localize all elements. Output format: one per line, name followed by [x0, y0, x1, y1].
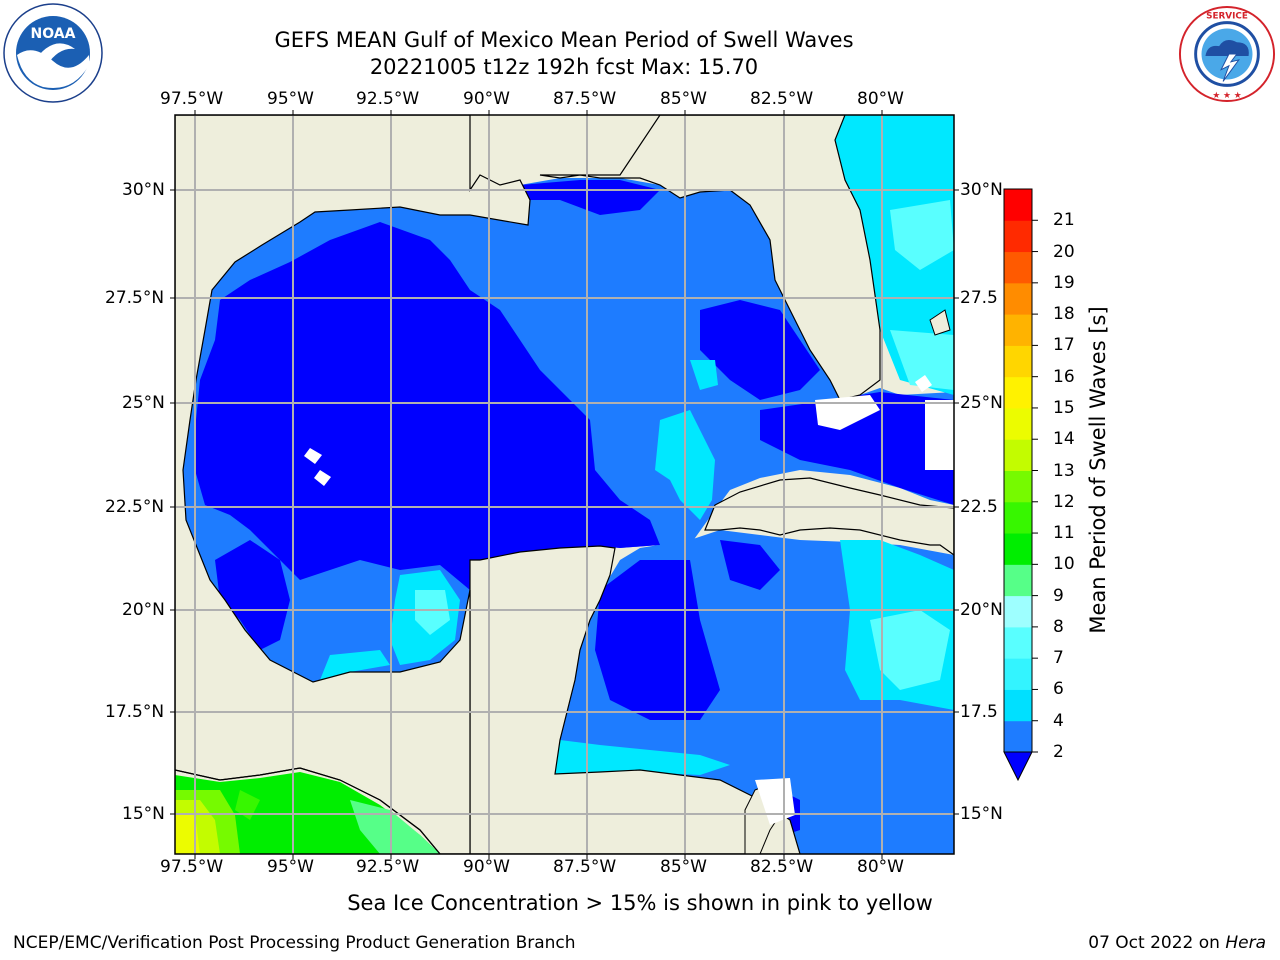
- colorbar-label: 8: [1053, 616, 1064, 637]
- lat-tick-left: 17.5°N: [105, 702, 165, 722]
- lon-tick-bottom: 97.5°W: [160, 857, 224, 877]
- colorbar-label: 14: [1053, 429, 1075, 450]
- lon-tick-bottom: 82.5°W: [750, 857, 814, 877]
- nws-logo-icon: SERVICE ★ ★ ★: [1178, 5, 1276, 103]
- land-florida: [539, 115, 881, 401]
- map-subtitle: 20221005 t12z 192h fcst Max: 15.70: [369, 55, 759, 79]
- colorbar-band: [1004, 470, 1032, 503]
- lon-tick-top: 80°W: [857, 89, 904, 109]
- svg-text:SERVICE: SERVICE: [1206, 12, 1248, 22]
- noaa-logo-icon: NOAA: [3, 3, 103, 103]
- lon-tick-top: 97.5°W: [160, 89, 224, 109]
- footer-date: 07 Oct 2022 on Hera: [1088, 933, 1266, 953]
- lon-tick-bottom: 85°W: [660, 857, 707, 877]
- lat-tick-right: 22.5: [960, 497, 998, 517]
- colorbar-band: [1004, 220, 1032, 253]
- colorbar-band: [1004, 345, 1032, 378]
- colorbar-label: 4: [1053, 710, 1064, 731]
- lon-tick-top: 85°W: [660, 89, 707, 109]
- lon-tick-bottom: 80°W: [857, 857, 904, 877]
- colorbar-label: 9: [1053, 585, 1064, 606]
- land-yucatan: [469, 545, 801, 854]
- colorbar-label: 2: [1053, 742, 1064, 762]
- colorbar-label: 19: [1053, 272, 1075, 293]
- colorbar-band: [1004, 689, 1032, 722]
- footer-credit: NCEP/EMC/Verification Post Processing Pr…: [13, 933, 576, 953]
- colorbar-label: 21: [1053, 210, 1075, 231]
- colorbar-extend-triangle: [1003, 751, 1033, 782]
- colorbar-label: 17: [1053, 335, 1075, 356]
- colorbar-label: 12: [1053, 491, 1075, 512]
- map-frame: [174, 114, 955, 855]
- land-mexico: [175, 115, 531, 854]
- noaa-logo-text: NOAA: [31, 26, 76, 42]
- colorbar-band: [1004, 282, 1032, 315]
- colorbar-band: [1004, 720, 1032, 753]
- colorbar-label: 6: [1053, 679, 1064, 700]
- colorbar-band: [1004, 376, 1032, 409]
- sea-ice-note: Sea Ice Concentration > 15% is shown in …: [347, 891, 933, 915]
- colorbar-title: Mean Period of Swell Waves [s]: [1086, 306, 1110, 634]
- colorbar-label: 16: [1053, 366, 1075, 387]
- colorbar-label: 10: [1053, 554, 1075, 575]
- lat-tick-left: 30°N: [122, 180, 165, 200]
- lon-tick-bottom: 95°W: [267, 857, 314, 877]
- lat-tick-left: 25°N: [122, 393, 165, 413]
- lon-tick-top: 92.5°W: [356, 89, 420, 109]
- lon-tick-top: 87.5°W: [553, 89, 617, 109]
- colorbar-band: [1004, 407, 1032, 440]
- colorbar-band: [1004, 595, 1032, 628]
- ocean-atlantic: [835, 115, 954, 395]
- lat-tick-left: 22.5°N: [105, 497, 165, 517]
- lat-tick-right: 17.5: [960, 702, 998, 722]
- lat-tick-left: 15°N: [122, 804, 165, 824]
- footer-date-text: 07 Oct 2022 on: [1088, 933, 1226, 953]
- lon-tick-top: 82.5°W: [750, 89, 814, 109]
- colorbar-band: [1004, 189, 1032, 221]
- svg-text:★ ★ ★: ★ ★ ★: [1212, 91, 1241, 101]
- colorbar-label: 15: [1053, 397, 1075, 418]
- lat-tick-right: 15°N: [960, 804, 1003, 824]
- lon-tick-top: 90°W: [463, 89, 510, 109]
- colorbar-label: 20: [1053, 241, 1075, 262]
- colorbar-band: [1004, 314, 1032, 346]
- graticule: [175, 115, 954, 854]
- colorbar-band: [1004, 564, 1032, 597]
- colorbar-label: 13: [1053, 460, 1075, 481]
- colorbar-band: [1004, 251, 1032, 284]
- lat-tick-right: 25°N: [960, 393, 1003, 413]
- lon-tick-bottom: 90°W: [463, 857, 510, 877]
- colorbar-band: [1004, 439, 1032, 471]
- lon-tick-bottom: 87.5°W: [553, 857, 617, 877]
- colorbar-band: [1004, 658, 1032, 690]
- land-cuba: [704, 477, 954, 556]
- lat-tick-right: 27.5: [960, 288, 998, 308]
- lon-tick-bottom: 92.5°W: [356, 857, 420, 877]
- colorbar: [1003, 188, 1038, 782]
- colorbar-label: 11: [1053, 523, 1075, 544]
- lat-tick-left: 20°N: [122, 600, 165, 620]
- colorbar-band: [1004, 533, 1032, 565]
- lat-tick-right: 30°N: [960, 180, 1003, 200]
- lat-tick-right: 20°N: [960, 600, 1003, 620]
- colorbar-label: 7: [1053, 648, 1064, 669]
- lat-tick-left: 27.5°N: [105, 288, 165, 308]
- ocean-deep: [195, 222, 660, 590]
- colorbar-band: [1004, 626, 1032, 659]
- map-title: GEFS MEAN Gulf of Mexico Mean Period of …: [274, 28, 854, 52]
- footer-machine: Hera: [1225, 933, 1266, 953]
- colorbar-label: 18: [1053, 304, 1075, 325]
- lon-tick-top: 95°W: [267, 89, 314, 109]
- colorbar-band: [1004, 501, 1032, 534]
